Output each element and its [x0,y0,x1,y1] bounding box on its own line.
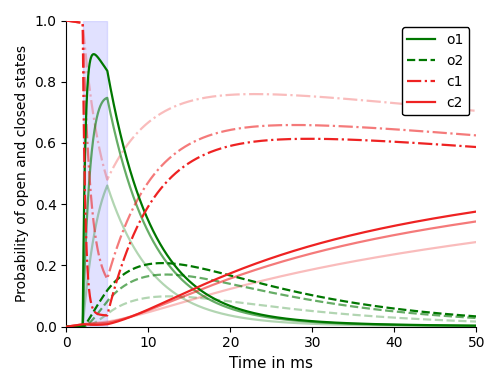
Bar [82,20,108,327]
Legend: o1, o2, c1, c2: o1, o2, c1, c2 [402,27,469,115]
X-axis label: Time in ms: Time in ms [230,356,314,371]
Y-axis label: Probability of open and closed states: Probability of open and closed states [15,45,29,302]
